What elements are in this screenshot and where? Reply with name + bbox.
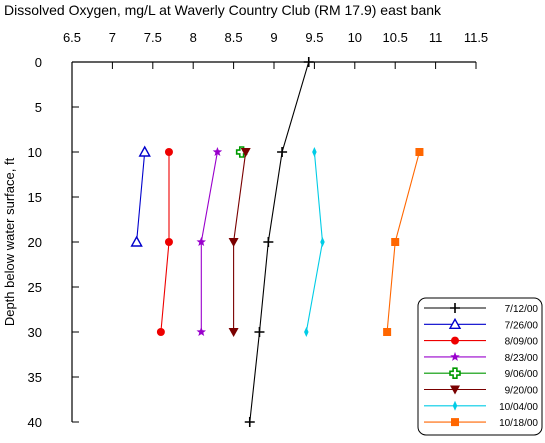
x-tick-label: 10 — [348, 30, 362, 45]
legend-box — [417, 297, 543, 436]
legend-label: 10/18/00 — [499, 418, 538, 429]
data-point-plus — [263, 237, 274, 247]
data-point-diamond — [304, 327, 309, 337]
legend-entry: 7/26/00 — [424, 317, 539, 331]
data-point-star — [450, 351, 460, 361]
data-point-star — [196, 237, 206, 246]
y-tick-label: 25 — [28, 280, 42, 295]
y-tick-label: 5 — [35, 100, 42, 115]
x-tick-label: 7.5 — [144, 30, 162, 45]
x-tick-label: 7 — [109, 30, 116, 45]
legend-entry: 7/12/00 — [424, 303, 538, 315]
data-point-plus — [254, 327, 265, 337]
series-9-20-00 — [228, 148, 251, 337]
data-point-diamond — [320, 237, 325, 247]
x-tick-label: 8.5 — [225, 30, 243, 45]
data-point-star — [212, 147, 223, 156]
legend-entry: 9/20/00 — [424, 385, 539, 397]
legend-label: 7/12/00 — [505, 304, 539, 315]
x-tick-label: 8 — [190, 30, 197, 45]
data-point-plus — [450, 303, 460, 313]
series-7-12-00 — [244, 57, 314, 427]
data-point-circle — [451, 336, 459, 345]
legend-entry: 10/04/00 — [424, 400, 538, 413]
data-point-circle — [164, 148, 173, 156]
legend-label: 8/23/00 — [505, 353, 539, 364]
legend-label: 9/06/00 — [505, 369, 539, 380]
y-tick-label: 0 — [35, 55, 42, 70]
series-line — [136, 151, 146, 243]
series-10-04-00 — [304, 147, 325, 337]
data-point-plus — [303, 57, 314, 67]
series-layer — [130, 57, 424, 427]
data-point-triangle-down — [228, 238, 239, 247]
data-point-triangle-down — [240, 148, 251, 157]
y-tick-label: 10 — [28, 145, 42, 160]
chart-title: Dissolved Oxygen, mg/L at Waverly Countr… — [4, 2, 442, 18]
legend-label: 10/04/00 — [499, 402, 538, 413]
series-10-18-00 — [383, 148, 424, 336]
axes: 6.5 7 7.5 8 8.5 9 9.5 10 10.5 11 11.5 0 5 10 15 20 25 30 3… — [2, 30, 488, 430]
data-point-square — [383, 328, 392, 336]
legend-entry: 8/23/00 — [424, 351, 539, 364]
data-point-triangle-down — [228, 328, 239, 337]
x-tick-label: 6.5 — [63, 30, 81, 45]
data-point-cross — [449, 367, 461, 379]
series-line — [249, 61, 310, 423]
data-point-star — [196, 327, 206, 336]
series-8-09-00 — [156, 148, 173, 336]
data-point-circle — [164, 238, 173, 246]
legend-entry: 9/06/00 — [424, 367, 539, 380]
y-tick-label: 35 — [28, 370, 42, 385]
series-line — [305, 151, 324, 333]
data-point-triangle — [448, 317, 462, 329]
x-tick-label: 9.5 — [305, 30, 323, 45]
y-tick-label: 40 — [28, 415, 42, 430]
x-tick-label: 11 — [429, 30, 443, 45]
y-axis-label: Depth below water surface, ft — [2, 157, 17, 326]
data-point-diamond — [312, 147, 317, 157]
legend-entry: 10/18/00 — [424, 418, 538, 429]
data-point-plus — [244, 417, 255, 427]
legend-label: 8/09/00 — [505, 337, 539, 348]
legend-label: 7/26/00 — [505, 320, 539, 331]
y-tick-label: 15 — [28, 190, 42, 205]
data-point-triangle — [138, 145, 151, 157]
x-tick-label: 10.5 — [383, 30, 408, 45]
data-point-square — [415, 148, 424, 156]
y-tick-label: 20 — [28, 235, 42, 250]
data-point-diamond — [452, 400, 458, 411]
legend: 7/12/00 7/26/00 8/09/00 8/23/00 9/06/00 9/20/… — [417, 297, 543, 436]
legend-entry: 8/09/00 — [424, 336, 539, 348]
data-point-circle — [156, 328, 165, 336]
data-point-square — [451, 418, 459, 427]
data-point-square — [391, 238, 400, 246]
x-tick-label: 9 — [270, 30, 277, 45]
data-point-triangle-down — [450, 385, 460, 395]
series-7-26-00 — [130, 145, 151, 247]
data-point-plus — [277, 147, 288, 157]
legend-label: 9/20/00 — [505, 386, 539, 397]
series-8-23-00 — [196, 147, 223, 336]
x-tick-label: 11.5 — [464, 30, 488, 45]
data-point-triangle — [130, 235, 143, 247]
y-tick-label: 30 — [28, 325, 42, 340]
